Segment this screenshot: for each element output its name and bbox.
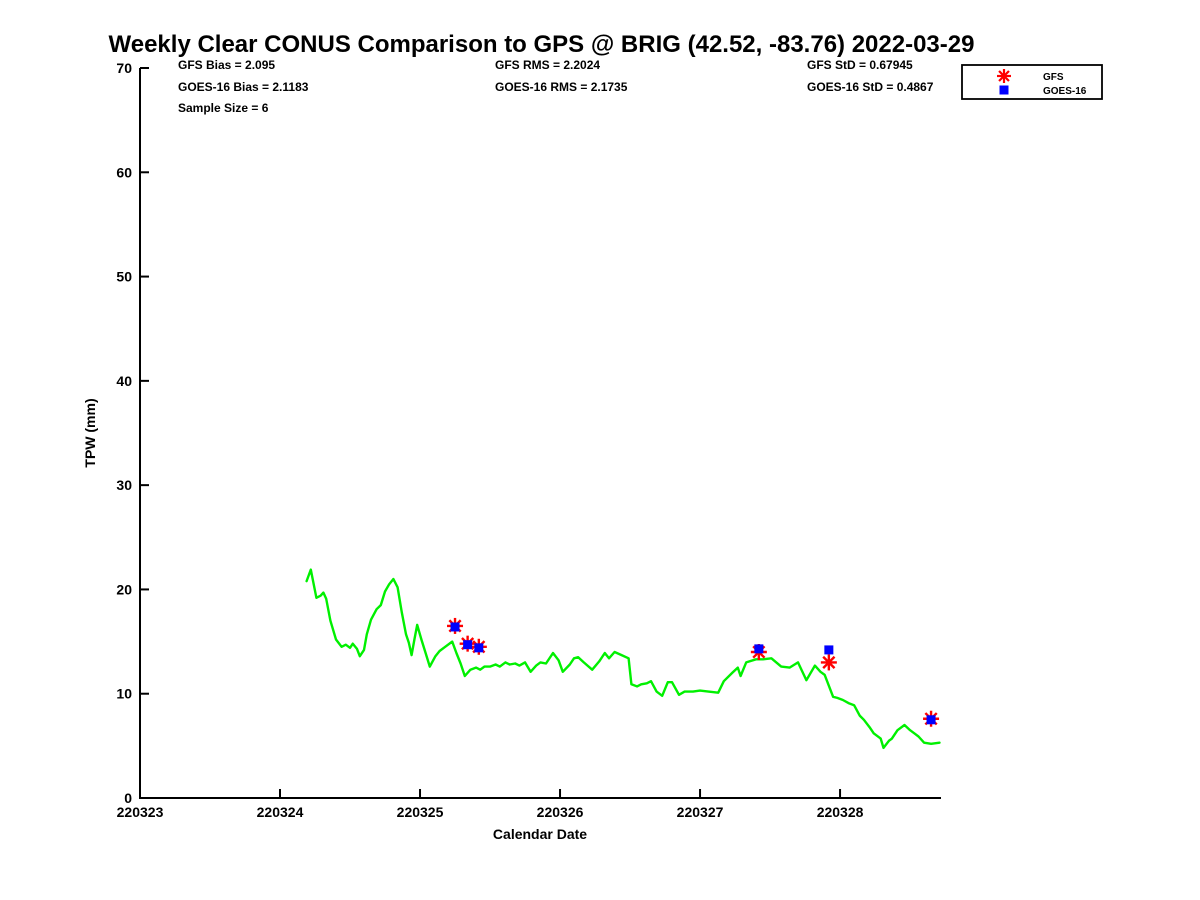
stat-goes16-bias: GOES-16 Bias = 2.1183 xyxy=(178,80,309,94)
x-tick-label: 220328 xyxy=(817,804,864,820)
gfs-markers xyxy=(447,617,940,727)
y-tick-label: 50 xyxy=(116,269,132,285)
x-tick-label: 220325 xyxy=(397,804,444,820)
legend-gfs-asterisk-icon xyxy=(997,69,1011,83)
asterisk-marker xyxy=(820,654,837,671)
y-tick-label: 10 xyxy=(116,686,132,702)
x-tick-label: 220326 xyxy=(537,804,584,820)
legend: GFS GOES-16 xyxy=(961,64,1103,100)
legend-label-gfs: GFS xyxy=(1043,72,1064,83)
y-tick-label: 70 xyxy=(116,60,132,76)
legend-label-goes16: GOES-16 xyxy=(1043,86,1087,97)
stat-gfs-rms: GFS RMS = 2.2024 xyxy=(495,58,601,72)
x-tick-label: 220324 xyxy=(257,804,304,820)
stat-sample-size: Sample Size = 6 xyxy=(178,101,269,115)
chart-title: Weekly Clear CONUS Comparison to GPS @ B… xyxy=(108,31,975,58)
gps-line xyxy=(305,568,941,750)
square-marker xyxy=(754,644,764,654)
x-tick-label: 220327 xyxy=(677,804,724,820)
x-axis-label: Calendar Date xyxy=(492,826,588,842)
square-marker xyxy=(474,643,484,653)
square-marker xyxy=(926,715,936,725)
square-marker xyxy=(824,645,834,655)
goes16-markers xyxy=(450,622,936,725)
asterisk-marker xyxy=(997,69,1011,83)
stat-gfs-bias: GFS Bias = 2.095 xyxy=(178,58,276,72)
square-marker xyxy=(463,640,473,650)
y-tick-label: 0 xyxy=(124,790,132,806)
x-tick-label: 220323 xyxy=(117,804,164,820)
y-tick-label: 20 xyxy=(116,581,132,597)
square-marker xyxy=(450,622,460,632)
stat-gfs-std: GFS StD = 0.67945 xyxy=(807,58,913,72)
legend-box xyxy=(961,64,1103,100)
legend-goes16-square-icon xyxy=(999,85,1009,95)
y-tick-label: 40 xyxy=(116,373,132,389)
axes xyxy=(139,67,941,799)
stat-goes16-rms: GOES-16 RMS = 2.1735 xyxy=(495,80,628,94)
y-tick-label: 30 xyxy=(116,477,132,493)
tick-labels: 0 10 20 30 40 50 60 70 220323 220324 220325 220326 2… xyxy=(116,60,863,820)
gps-tpw-line xyxy=(305,568,941,750)
y-tick-label: 60 xyxy=(116,164,132,180)
square-marker xyxy=(999,85,1009,95)
stat-goes16-std: GOES-16 StD = 0.4867 xyxy=(807,80,934,94)
